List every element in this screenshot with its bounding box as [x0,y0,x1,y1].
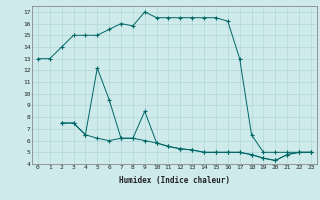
X-axis label: Humidex (Indice chaleur): Humidex (Indice chaleur) [119,176,230,185]
